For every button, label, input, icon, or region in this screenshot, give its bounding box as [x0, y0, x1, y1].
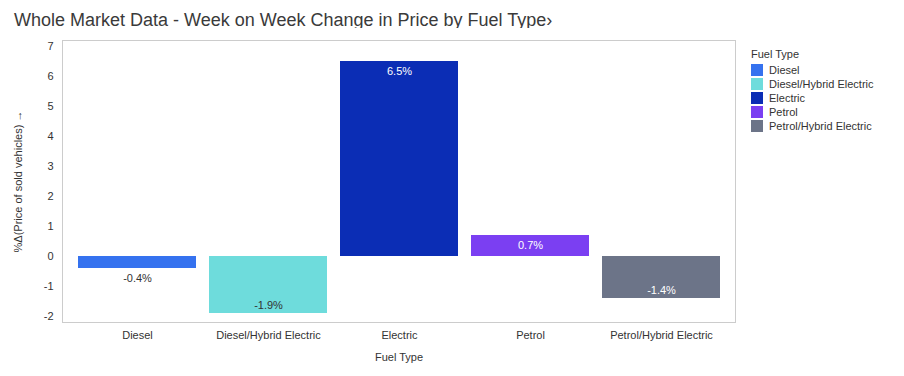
svg-text:-1.4%: -1.4%	[647, 284, 676, 296]
svg-text:Petrol/Hybrid Electric: Petrol/Hybrid Electric	[610, 329, 713, 341]
svg-text:0.7%: 0.7%	[518, 239, 543, 251]
html-text:Petrol/Hybrid Electric: Petrol/Hybrid Electric	[769, 120, 872, 132]
svg-text:3: 3	[47, 160, 53, 172]
html-text:Diesel/Hybrid Electric: Diesel/Hybrid Electric	[769, 78, 874, 90]
html-text:Electric: Electric	[769, 92, 806, 104]
html-text:Whole Market Data - Week on We: Whole Market Data - Week on Week Change …	[14, 10, 553, 30]
svg-text:-1.9%: -1.9%	[254, 299, 283, 311]
svg-text:4: 4	[47, 130, 53, 142]
svg-text:-1: -1	[44, 280, 54, 292]
svg-text:6.5%: 6.5%	[387, 65, 412, 77]
svg-text:0: 0	[47, 250, 53, 262]
svg-text:%Δ(Price of sold vehicles) →: %Δ(Price of sold vehicles) →	[12, 111, 24, 253]
svg-text:5: 5	[47, 100, 53, 112]
svg-text:-2: -2	[44, 310, 54, 322]
svg-text:1: 1	[47, 220, 53, 232]
svg-text:-0.4%: -0.4%	[123, 272, 152, 284]
html-text:Petrol: Petrol	[769, 106, 798, 118]
svg-text:2: 2	[47, 190, 53, 202]
svg-text:7: 7	[47, 40, 53, 52]
svg-text:6: 6	[47, 70, 53, 82]
html-text:Fuel Type: Fuel Type	[751, 48, 800, 60]
svg-text:Petrol: Petrol	[516, 329, 545, 341]
svg-text:Diesel/Hybrid Electric: Diesel/Hybrid Electric	[216, 329, 321, 341]
svg-text:Fuel Type: Fuel Type	[375, 351, 423, 363]
svg-text:Electric: Electric	[381, 329, 418, 341]
svg-text:Diesel: Diesel	[122, 329, 153, 341]
html-text:Diesel: Diesel	[769, 64, 800, 76]
